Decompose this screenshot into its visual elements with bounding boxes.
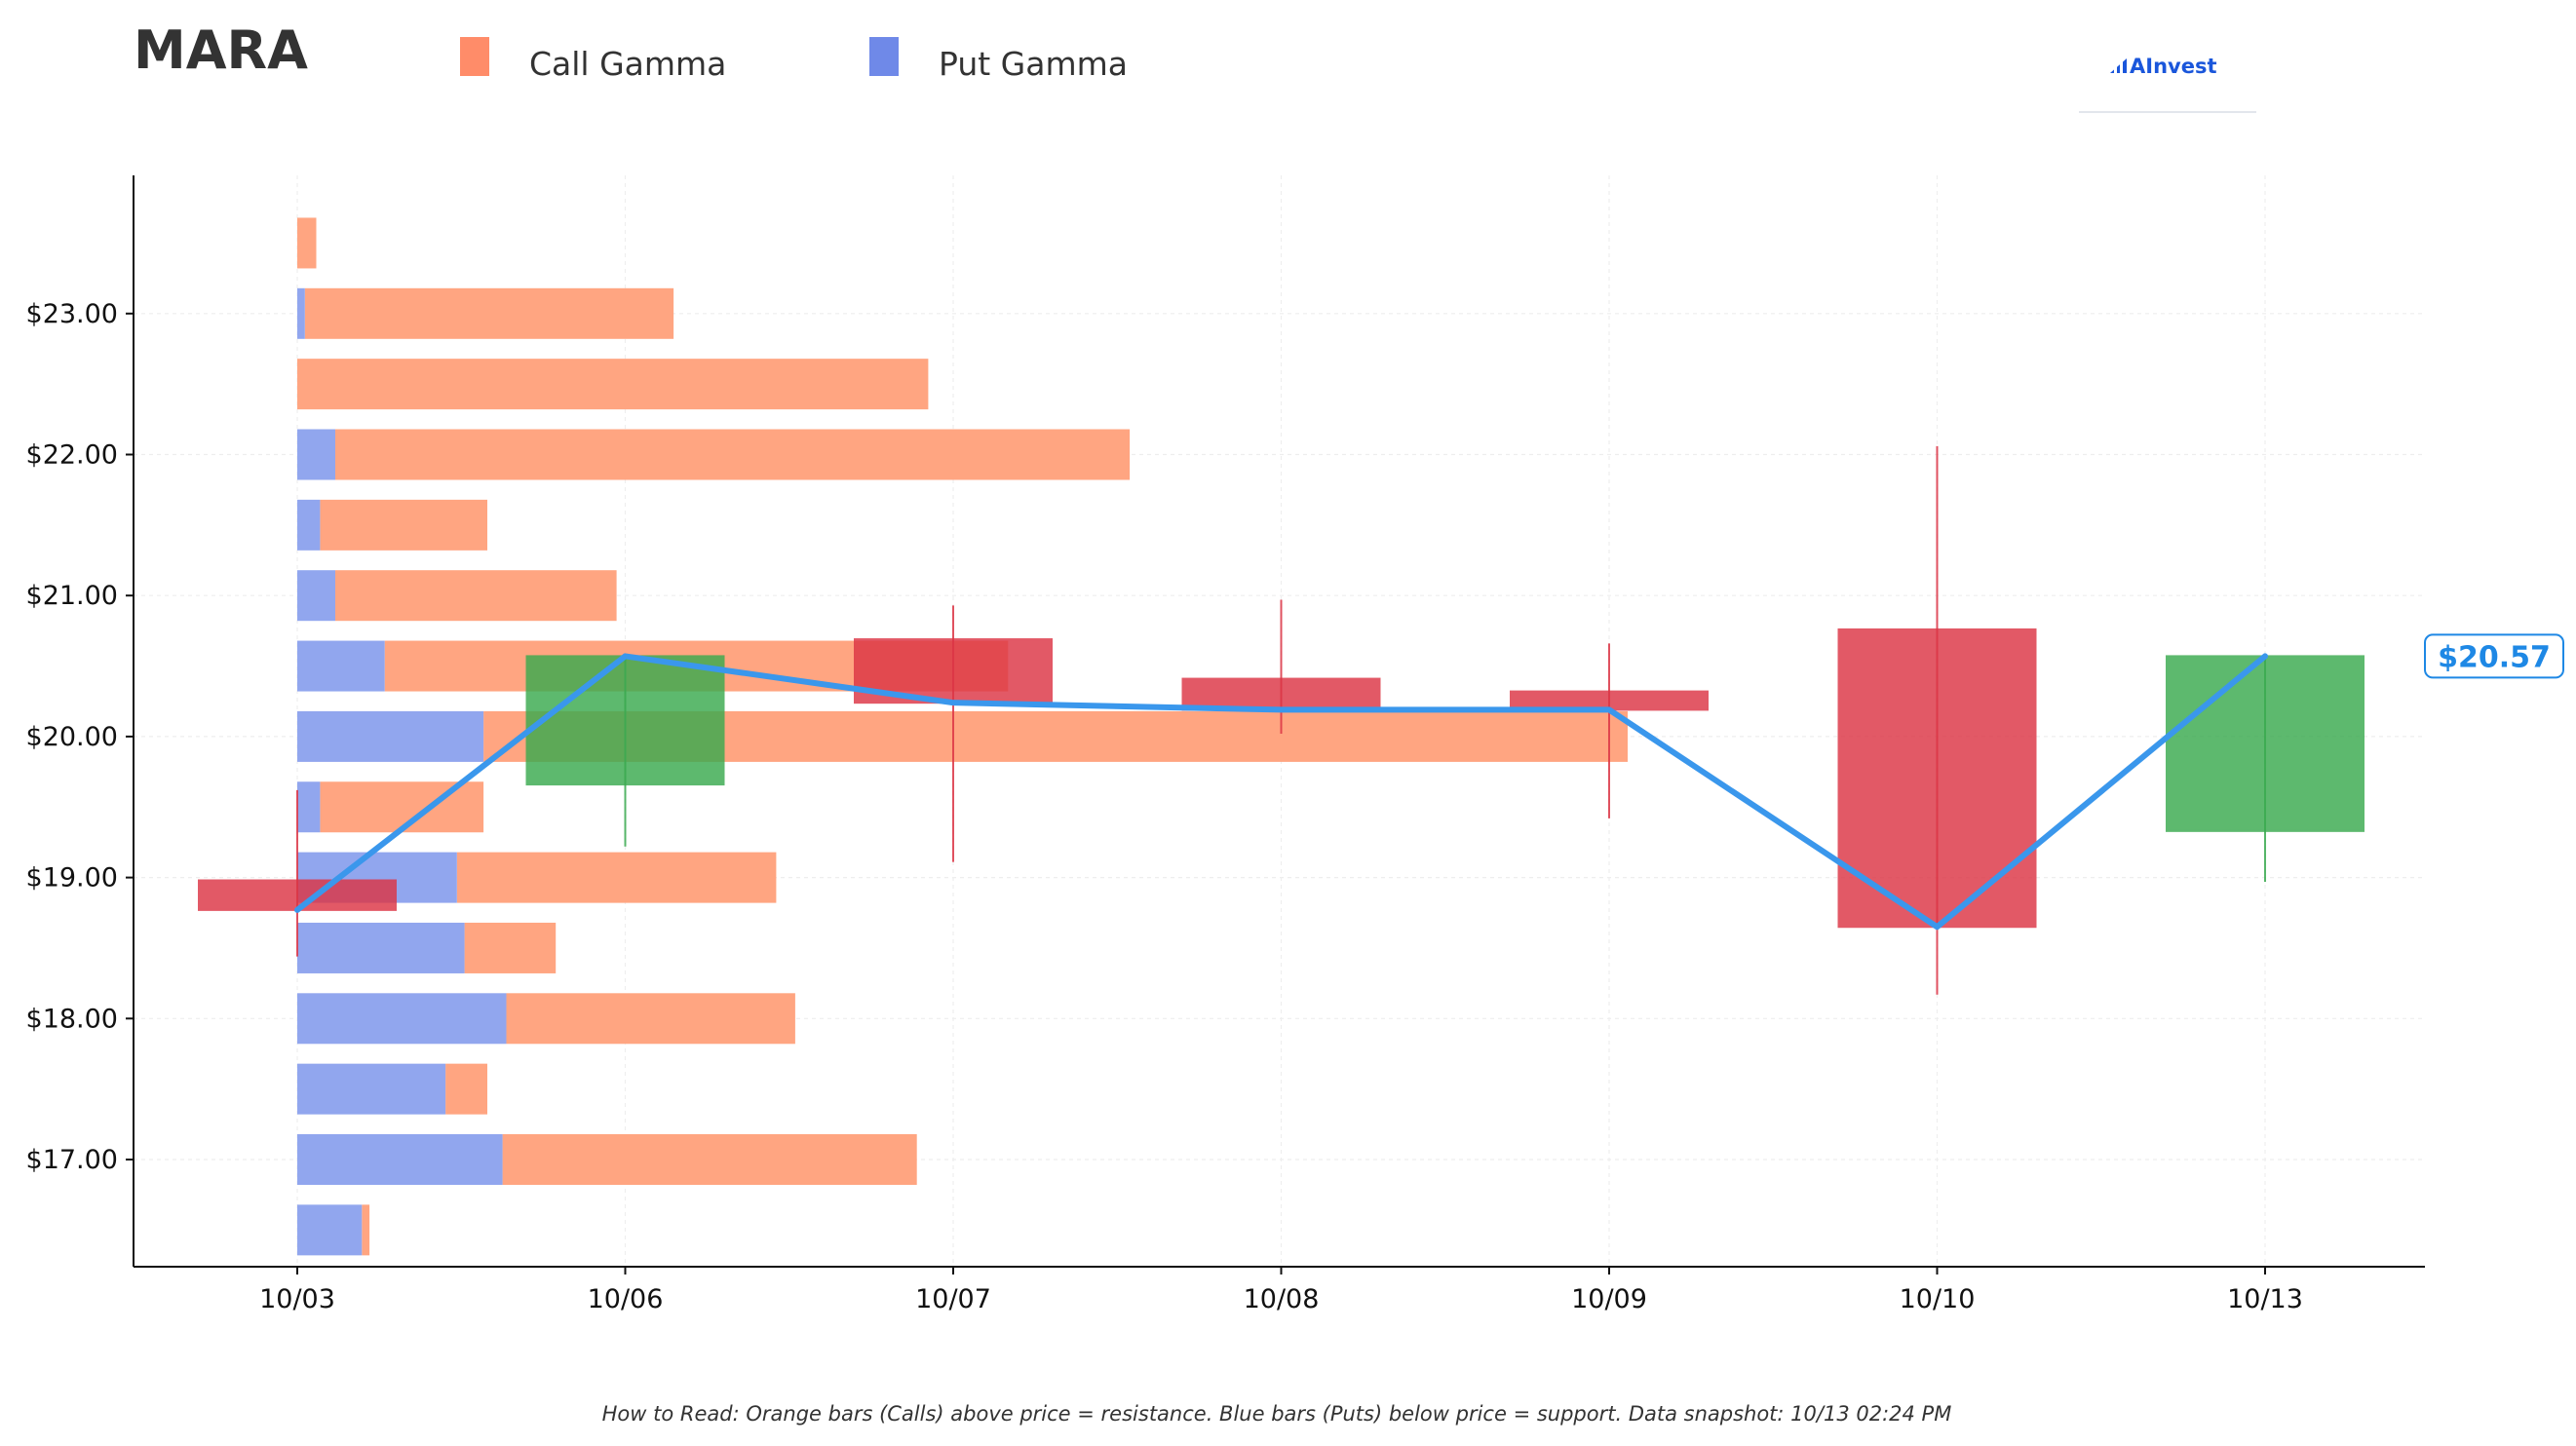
footer-note: How to Read: Orange bars (Calls) above p…: [602, 1402, 1952, 1426]
gamma-bar-group: [297, 922, 557, 973]
put-gamma-bar: [297, 1063, 446, 1115]
ainvest-logo-icon: [2110, 58, 2127, 73]
ticker-title: MARA: [134, 19, 308, 81]
gamma-bar-group: [297, 993, 795, 1045]
gamma-bar-group: [297, 1134, 917, 1185]
y-tick-label: $21.00: [26, 581, 118, 611]
call-gamma-bar: [297, 217, 317, 269]
put-gamma-bar: [297, 429, 335, 480]
close-line-path: [294, 653, 2268, 931]
put-gamma-bar: [297, 1204, 363, 1256]
call-gamma-bar: [335, 429, 1131, 480]
legend-item-put: Put Gamma: [869, 37, 1128, 83]
ainvest-logo: AInvest: [2079, 55, 2256, 113]
x-tick-label: 10/09: [1571, 1284, 1647, 1314]
candle-body: [1181, 677, 1381, 711]
x-tick-label: 10/13: [2227, 1284, 2303, 1314]
call-gamma-bar: [304, 287, 674, 339]
call-gamma-bar: [464, 922, 557, 973]
gamma-bar-group: [297, 287, 674, 339]
candle-body: [525, 655, 725, 786]
candle-10-06: [525, 655, 725, 847]
call-gamma-bar: [502, 1134, 917, 1185]
gamma-bar-group: [297, 570, 617, 622]
brand-name: AInvest: [2130, 55, 2217, 78]
call-gamma-bar: [335, 570, 617, 622]
legend-label: Call Gamma: [529, 45, 726, 83]
put-gamma-bar: [297, 1134, 503, 1185]
call-gamma-bar: [456, 852, 777, 903]
x-tick-label: 10/08: [1244, 1284, 1320, 1314]
y-tick-label: $22.00: [26, 440, 118, 471]
x-tick-label: 10/10: [1900, 1284, 1976, 1314]
gamma-bar-group: [297, 852, 777, 903]
put-gamma-bar: [297, 640, 385, 692]
put-gamma-bar: [297, 781, 321, 833]
candle-body: [2166, 655, 2365, 832]
legend-item-call: Call Gamma: [460, 37, 726, 83]
chart-legend: Call Gamma Put Gamma: [460, 37, 1128, 83]
call-gamma-bar: [320, 499, 487, 551]
last-price-tag: $20.57: [2424, 633, 2564, 679]
put-gamma-bar: [297, 499, 321, 551]
gamma-bar-group: [297, 499, 487, 551]
last-price-text: $20.57: [2438, 640, 2551, 674]
x-tick-label: 10/03: [259, 1284, 335, 1314]
axes: $17.00 $18.00 $19.00 $20.00 $21.00 $22.00 $23.…: [26, 175, 2425, 1314]
call-gamma-bar: [506, 993, 795, 1045]
candle-body: [1837, 628, 2037, 929]
gamma-bar-group: [297, 1063, 487, 1115]
call-gamma-bar: [297, 359, 929, 410]
x-tick-label: 10/07: [915, 1284, 991, 1314]
close-price-line: [294, 653, 2268, 931]
put-gamma-bar: [297, 922, 465, 973]
y-tick-label: $18.00: [26, 1004, 118, 1034]
put-gamma-bar: [297, 287, 305, 339]
candle-body: [198, 879, 397, 911]
y-tick-label: $20.00: [26, 722, 118, 752]
gamma-bar-group: [297, 1204, 370, 1256]
put-gamma-bar: [297, 710, 484, 762]
gamma-bar-group: [297, 217, 317, 269]
y-tick-label: $17.00: [26, 1145, 118, 1175]
x-tick-label: 10/06: [588, 1284, 664, 1314]
legend-swatch: [460, 37, 489, 76]
gamma-bar-group: [297, 429, 1131, 480]
candle-10-10: [1837, 445, 2037, 995]
last-price-box: [2424, 633, 2564, 679]
candle-10-13: [2166, 655, 2365, 882]
call-gamma-bar: [362, 1204, 370, 1256]
put-gamma-bar: [297, 570, 335, 622]
y-tick-label: $23.00: [26, 299, 118, 329]
candle-10-08: [1181, 599, 1381, 735]
call-gamma-bar: [445, 1063, 487, 1115]
y-tick-label: $19.00: [26, 863, 118, 894]
put-gamma-bar: [297, 993, 507, 1045]
legend-label: Put Gamma: [939, 45, 1128, 83]
legend-swatch: [869, 37, 899, 76]
call-gamma-bar: [320, 781, 484, 833]
gamma-bars: [297, 217, 1629, 1256]
gamma-bar-group: [297, 359, 929, 410]
